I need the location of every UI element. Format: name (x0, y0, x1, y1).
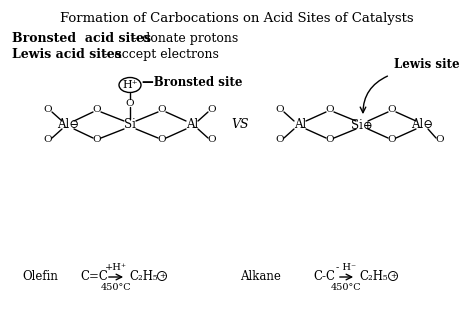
Text: Si⊕: Si⊕ (351, 118, 373, 131)
Text: O: O (388, 135, 396, 144)
Text: C₂H₅: C₂H₅ (129, 271, 158, 284)
Text: C=C: C=C (80, 271, 108, 284)
Text: O: O (208, 135, 216, 144)
Text: Lewis acid sites: Lewis acid sites (12, 48, 122, 61)
Text: O: O (93, 105, 101, 114)
Text: C-C: C-C (313, 271, 335, 284)
Text: Bronsted  acid sites: Bronsted acid sites (12, 32, 151, 45)
Text: O: O (208, 105, 216, 114)
Text: O: O (158, 135, 166, 144)
Text: O: O (44, 105, 52, 114)
Text: Formation of Carbocations on Acid Sites of Catalysts: Formation of Carbocations on Acid Sites … (60, 12, 414, 25)
Text: Al: Al (186, 118, 198, 131)
Text: – donate protons: – donate protons (128, 32, 238, 45)
Text: —Bronsted site: —Bronsted site (142, 77, 243, 90)
Text: 450°C: 450°C (331, 282, 361, 291)
Text: O: O (276, 135, 284, 144)
Text: 450°C: 450°C (100, 282, 131, 291)
Text: O: O (126, 99, 134, 108)
Text: O: O (276, 105, 284, 114)
Text: H⁺: H⁺ (122, 80, 138, 90)
Text: +H⁺: +H⁺ (105, 263, 127, 272)
Text: Olefin: Olefin (22, 271, 58, 284)
Text: O: O (93, 135, 101, 144)
Text: O: O (44, 135, 52, 144)
Text: Al⊖: Al⊖ (57, 118, 79, 131)
Text: Al: Al (294, 118, 306, 131)
Text: C₂H₅: C₂H₅ (359, 271, 388, 284)
Text: O: O (326, 105, 334, 114)
Text: Si: Si (124, 118, 136, 131)
Text: O: O (326, 135, 334, 144)
Text: – accept electrons: – accept electrons (100, 48, 219, 61)
Text: O: O (388, 105, 396, 114)
Text: +: + (159, 272, 165, 280)
Text: Lewis site: Lewis site (394, 58, 460, 71)
Text: Al⊖: Al⊖ (411, 118, 433, 131)
Text: - H⁻: - H⁻ (336, 263, 356, 272)
Text: O: O (436, 135, 444, 144)
Text: Alkane: Alkane (240, 271, 281, 284)
Text: O: O (158, 105, 166, 114)
Text: +: + (390, 272, 396, 280)
Text: VS: VS (231, 118, 249, 131)
